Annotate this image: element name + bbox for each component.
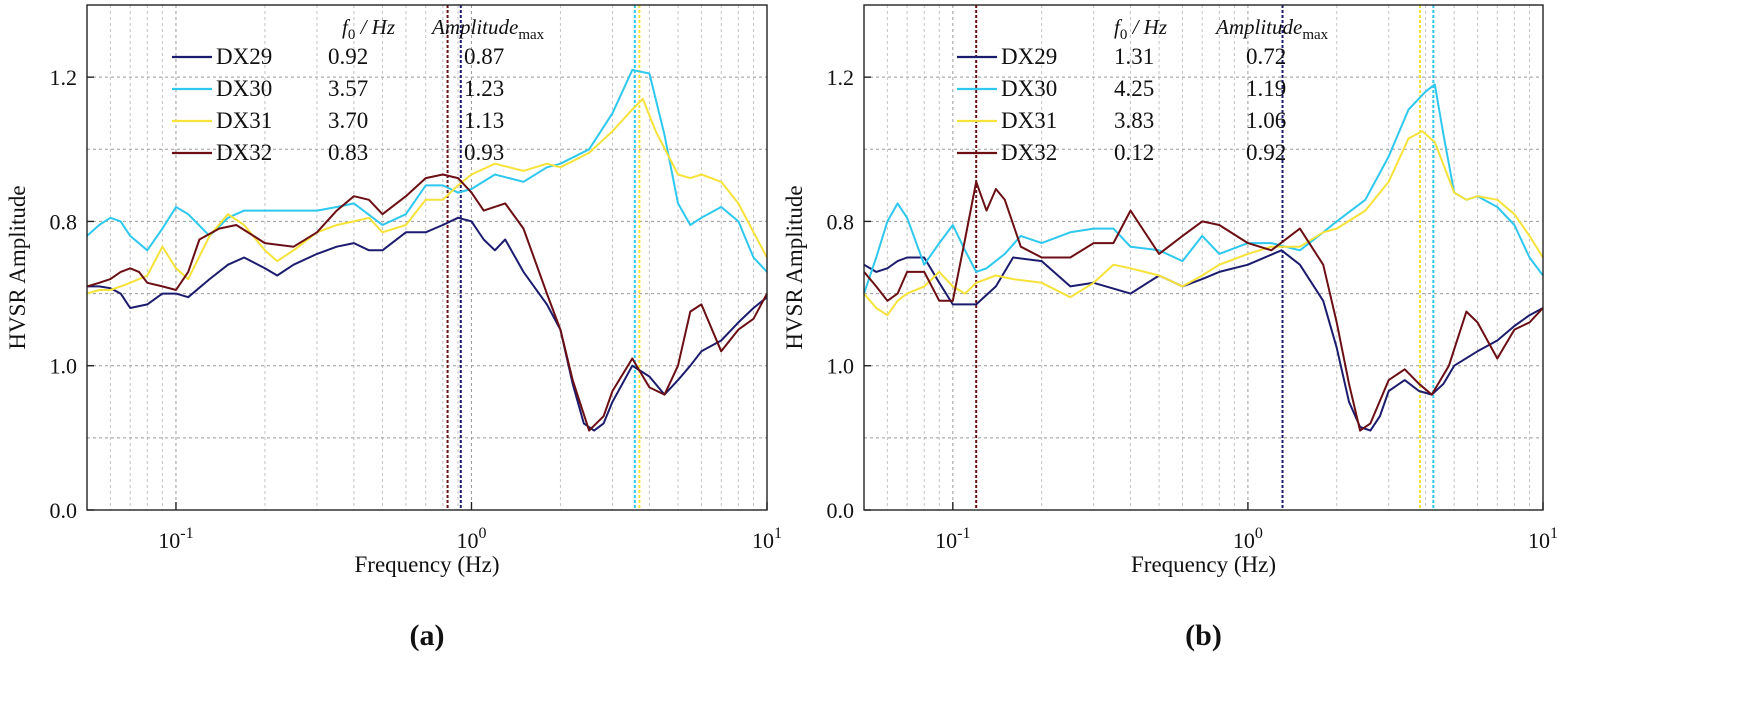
y-tick-label: 1.2 bbox=[827, 65, 855, 90]
y-tick-label: 0.8 bbox=[50, 209, 78, 234]
series-line-dx31 bbox=[863, 130, 1544, 317]
legend-f0-dx29: 0.92 bbox=[328, 44, 368, 69]
legend-f0-dx30: 3.57 bbox=[328, 76, 368, 101]
panel-label: (b) bbox=[1185, 619, 1222, 652]
legend-header-amplitude: Amplitudemax bbox=[430, 15, 545, 43]
y-tick-label: 0.0 bbox=[50, 498, 78, 523]
legend-amp-dx31: 1.13 bbox=[464, 108, 504, 133]
legend-f0-dx30: 4.25 bbox=[1114, 76, 1154, 101]
y-tick-label: 1.0 bbox=[827, 354, 855, 379]
grid bbox=[863, 5, 1544, 510]
legend-name-dx29: DX29 bbox=[1001, 44, 1057, 69]
legend-name-dx29: DX29 bbox=[216, 44, 272, 69]
panel-b: 0.0 1.0 0.8 1.2 10-1 100 101 Frequency (Hz) HVSR… bbox=[782, 4, 1558, 652]
legend-f0-dx29: 1.31 bbox=[1114, 44, 1154, 69]
plot-frame bbox=[86, 4, 768, 511]
y-axis-title: HVSR Amplitude bbox=[782, 185, 807, 349]
legend-name-dx30: DX30 bbox=[1001, 76, 1057, 101]
legend-name-dx32: DX32 bbox=[216, 140, 272, 165]
legend-amp-dx29: 0.72 bbox=[1246, 44, 1286, 69]
y-tick-label: 0.8 bbox=[827, 209, 855, 234]
legend-f0-dx32: 0.83 bbox=[328, 140, 368, 165]
x-axis-title: Frequency (Hz) bbox=[355, 552, 500, 577]
series-line-dx29 bbox=[87, 216, 768, 432]
legend-header-f0: f0 / Hz bbox=[1114, 15, 1167, 43]
series-line-dx32 bbox=[863, 180, 1544, 432]
legend-amp-dx32: 0.92 bbox=[1246, 140, 1286, 165]
legend-name-dx32: DX32 bbox=[1001, 140, 1057, 165]
plot-frame bbox=[863, 4, 1544, 511]
panel-a: 0.0 1.0 0.8 1.2 10-1 100 101 Frequency (Hz) HVSR… bbox=[5, 4, 782, 652]
series-line-dx32 bbox=[86, 173, 768, 432]
series-line-dx29 bbox=[863, 249, 1544, 432]
x-tick-label: 10-1 bbox=[158, 525, 193, 553]
y-axis-title: HVSR Amplitude bbox=[5, 185, 30, 349]
legend-f0-dx31: 3.83 bbox=[1114, 108, 1154, 133]
series-line-dx30 bbox=[86, 68, 768, 273]
x-tick-label: 100 bbox=[456, 525, 486, 553]
legend-f0-dx32: 0.12 bbox=[1114, 140, 1154, 165]
x-tick-label: 101 bbox=[752, 525, 782, 553]
legend-f0-dx31: 3.70 bbox=[328, 108, 368, 133]
legend-amp-dx29: 0.87 bbox=[464, 44, 504, 69]
legend-amp-dx30: 1.19 bbox=[1246, 76, 1286, 101]
legend-header-amplitude: Amplitudemax bbox=[1214, 15, 1329, 43]
x-tick-label: 101 bbox=[1528, 525, 1558, 553]
legend-header-f0: f0 / Hz bbox=[342, 15, 395, 43]
x-tick-label: 100 bbox=[1233, 525, 1263, 553]
legend-name-dx31: DX31 bbox=[1001, 108, 1057, 133]
series-line-dx30 bbox=[863, 83, 1544, 294]
panel-label: (a) bbox=[410, 619, 445, 652]
series-line-dx31 bbox=[86, 97, 768, 295]
y-tick-label: 0.0 bbox=[827, 498, 855, 523]
legend-amp-dx30: 1.23 bbox=[464, 76, 504, 101]
x-tick-label: 10-1 bbox=[935, 525, 970, 553]
grid bbox=[86, 5, 768, 510]
legend-amp-dx31: 1.06 bbox=[1246, 108, 1286, 133]
legend-amp-dx32: 0.93 bbox=[464, 140, 504, 165]
x-axis-title: Frequency (Hz) bbox=[1131, 552, 1276, 577]
y-tick-label: 1.0 bbox=[50, 354, 78, 379]
legend-name-dx31: DX31 bbox=[216, 108, 272, 133]
legend-name-dx30: DX30 bbox=[216, 76, 272, 101]
y-tick-label: 1.2 bbox=[50, 65, 78, 90]
